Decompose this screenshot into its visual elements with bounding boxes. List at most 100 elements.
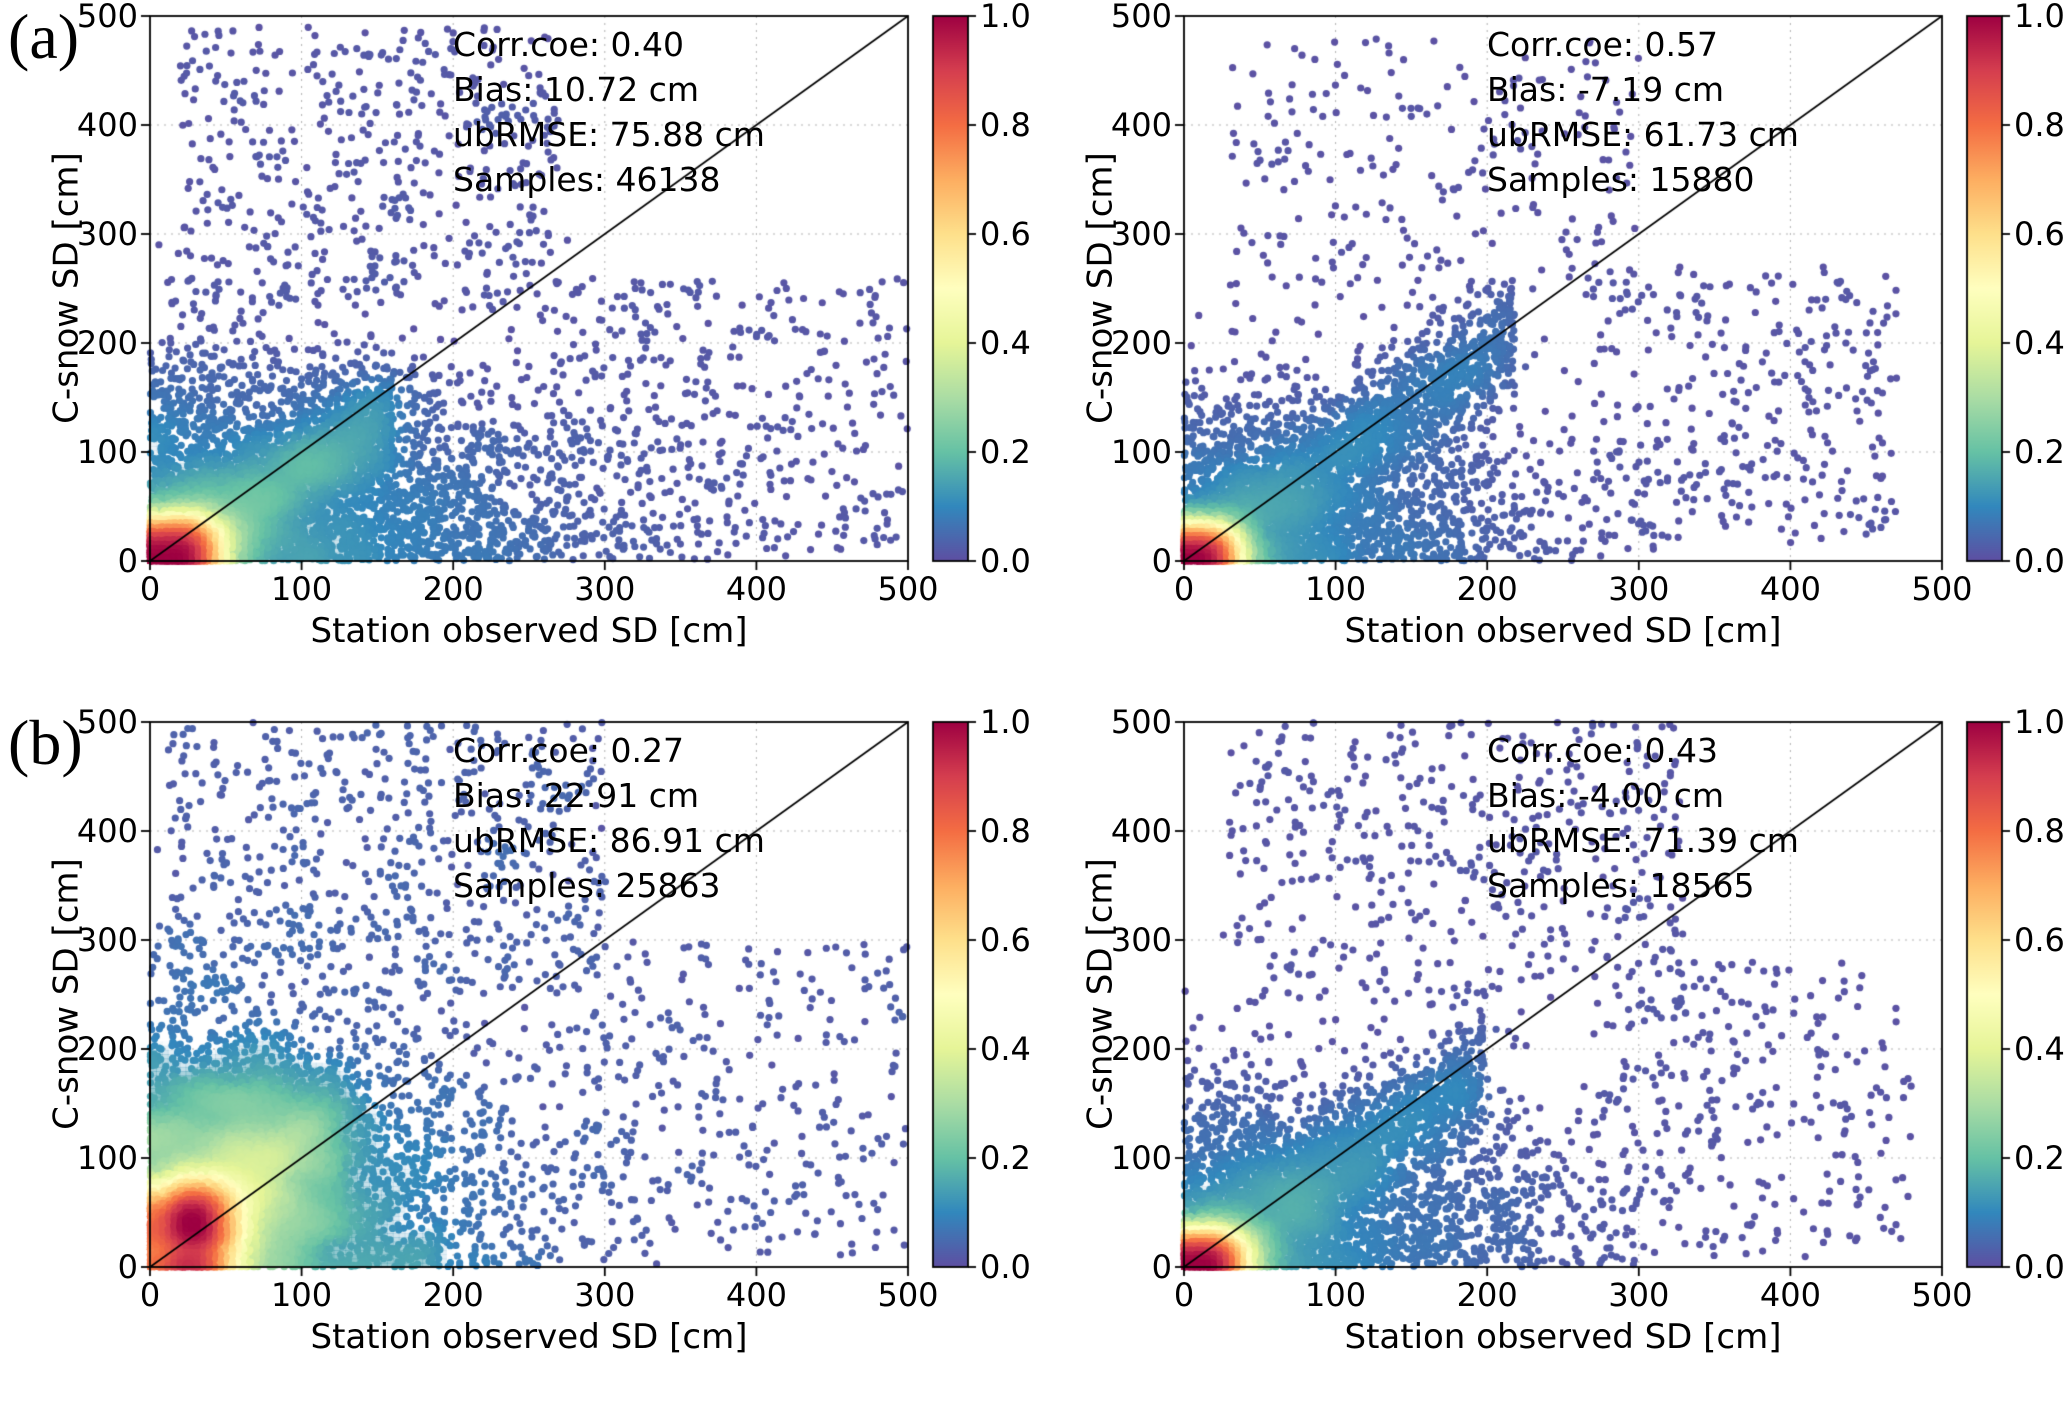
colorbar-tick-label: 0.0 — [2014, 542, 2065, 580]
y-tick-label: 100 — [1110, 1139, 1172, 1177]
stat-samples: Samples: 18565 — [1487, 866, 1755, 905]
x-axis-label: Station observed SD [cm] — [310, 1317, 748, 1357]
stat-bias: Bias: -7.19 cm — [1487, 70, 1724, 109]
y-tick-label: 300 — [76, 921, 138, 959]
x-tick-label: 300 — [574, 1276, 636, 1314]
stat-corr-coe: Corr.coe: 0.27 — [453, 731, 684, 770]
x-tick-label: 300 — [574, 570, 636, 608]
x-tick-label: 100 — [1305, 570, 1367, 608]
y-axis-label: C-snow SD [cm] — [1080, 858, 1121, 1130]
y-tick-label: 500 — [76, 0, 138, 35]
y-tick-label: 500 — [1110, 703, 1172, 741]
y-tick-label: 400 — [76, 106, 138, 144]
colorbar-tick-label: 0.4 — [980, 1030, 1031, 1068]
colorbar-tick-label: 1.0 — [980, 0, 1031, 35]
colorbar-tick-label: 0.6 — [980, 215, 1031, 253]
y-tick-label: 300 — [76, 215, 138, 253]
colorbar-tick-label: 0.2 — [980, 1139, 1031, 1177]
y-tick-label: 400 — [1110, 812, 1172, 850]
x-tick-label: 200 — [1456, 1276, 1518, 1314]
stats-annotation: Corr.coe: 0.57 Bias: -7.19 cm ubRMSE: 61… — [1487, 22, 1799, 202]
y-tick-label: 300 — [1110, 215, 1172, 253]
panel-label-a: (a) — [8, 1, 80, 72]
stat-ubrmse: ubRMSE: 75.88 cm — [453, 115, 765, 154]
x-tick-label: 100 — [271, 570, 333, 608]
x-tick-label: 500 — [877, 1276, 939, 1314]
y-tick-label: 200 — [76, 1030, 138, 1068]
x-tick-label: 0 — [139, 570, 161, 608]
colorbar-tick-label: 0.4 — [980, 324, 1031, 362]
y-tick-label: 0 — [1151, 542, 1172, 580]
colorbar-tick-label: 0.2 — [2014, 433, 2065, 471]
y-tick-label: 500 — [1110, 0, 1172, 35]
stat-corr-coe: Corr.coe: 0.57 — [1487, 25, 1718, 64]
colorbar-tick-label: 0.4 — [2014, 324, 2065, 362]
y-tick-label: 100 — [76, 433, 138, 471]
y-tick-label: 300 — [1110, 921, 1172, 959]
y-tick-label: 200 — [1110, 1030, 1172, 1068]
x-tick-label: 200 — [1456, 570, 1518, 608]
stat-samples: Samples: 46138 — [453, 160, 721, 199]
x-tick-label: 300 — [1608, 570, 1670, 608]
y-tick-label: 0 — [117, 542, 138, 580]
panel-label-b: (b) — [8, 707, 83, 778]
x-tick-label: 100 — [271, 1276, 333, 1314]
stat-bias: Bias: 10.72 cm — [453, 70, 700, 109]
x-tick-label: 200 — [422, 1276, 484, 1314]
colorbar-tick-label: 1.0 — [2014, 0, 2065, 35]
colorbar-tick-label: 0.6 — [980, 921, 1031, 959]
panel-b-left: C-snow SD [cm] Station observed SD [cm] … — [0, 703, 1034, 1411]
stats-annotation: Corr.coe: 0.40 Bias: 10.72 cm ubRMSE: 75… — [453, 22, 765, 202]
stat-corr-coe: Corr.coe: 0.43 — [1487, 731, 1718, 770]
stat-corr-coe: Corr.coe: 0.40 — [453, 25, 684, 64]
stat-ubrmse: ubRMSE: 86.91 cm — [453, 821, 765, 860]
y-tick-label: 200 — [1110, 324, 1172, 362]
colorbar-tick-label: 0.6 — [2014, 921, 2065, 959]
colorbar-tick-label: 1.0 — [2014, 703, 2065, 741]
colorbar-tick-label: 0.8 — [980, 812, 1031, 850]
x-tick-label: 300 — [1608, 1276, 1670, 1314]
colorbar-tick-label: 0.8 — [2014, 812, 2065, 850]
colorbar-tick-label: 1.0 — [980, 703, 1031, 741]
x-tick-label: 500 — [1911, 570, 1973, 608]
y-tick-label: 100 — [76, 1139, 138, 1177]
density-scatter-canvas — [0, 706, 1034, 1411]
panel-a-left: C-snow SD [cm] Station observed SD [cm] … — [0, 0, 1034, 706]
y-tick-label: 500 — [76, 703, 138, 741]
colorbar-tick-label: 0.4 — [2014, 1030, 2065, 1068]
x-tick-label: 0 — [1173, 570, 1195, 608]
stat-samples: Samples: 15880 — [1487, 160, 1755, 199]
x-tick-label: 0 — [139, 1276, 161, 1314]
y-tick-label: 0 — [1151, 1248, 1172, 1286]
density-scatter-canvas — [1034, 0, 2067, 706]
y-axis-label: C-snow SD [cm] — [46, 858, 87, 1130]
colorbar-tick-label: 0.6 — [2014, 215, 2065, 253]
colorbar-tick-label: 0.2 — [2014, 1139, 2065, 1177]
stat-bias: Bias: 22.91 cm — [453, 776, 700, 815]
stat-ubrmse: ubRMSE: 71.39 cm — [1487, 821, 1799, 860]
x-axis-label: Station observed SD [cm] — [1344, 1317, 1782, 1357]
stat-bias: Bias: -4.00 cm — [1487, 776, 1724, 815]
panel-a-right: C-snow SD [cm] Station observed SD [cm] … — [1034, 0, 2067, 706]
x-tick-label: 400 — [1759, 570, 1821, 608]
y-tick-label: 400 — [76, 812, 138, 850]
x-axis-label: Station observed SD [cm] — [1344, 611, 1782, 651]
x-tick-label: 500 — [1911, 1276, 1973, 1314]
x-axis-label: Station observed SD [cm] — [310, 611, 748, 651]
y-tick-label: 200 — [76, 324, 138, 362]
panel-b-right: C-snow SD [cm] Station observed SD [cm] … — [1034, 703, 2067, 1411]
colorbar-tick-label: 0.8 — [2014, 106, 2065, 144]
stat-ubrmse: ubRMSE: 61.73 cm — [1487, 115, 1799, 154]
x-tick-label: 400 — [1759, 1276, 1821, 1314]
y-tick-label: 100 — [1110, 433, 1172, 471]
colorbar-tick-label: 0.0 — [980, 1248, 1031, 1286]
stats-annotation: Corr.coe: 0.43 Bias: -4.00 cm ubRMSE: 71… — [1487, 728, 1799, 908]
colorbar-tick-label: 0.8 — [980, 106, 1031, 144]
stat-samples: Samples: 25863 — [453, 866, 721, 905]
colorbar-tick-label: 0.0 — [980, 542, 1031, 580]
x-tick-label: 500 — [877, 570, 939, 608]
density-scatter-canvas — [0, 0, 1034, 706]
colorbar-tick-label: 0.0 — [2014, 1248, 2065, 1286]
x-tick-label: 0 — [1173, 1276, 1195, 1314]
